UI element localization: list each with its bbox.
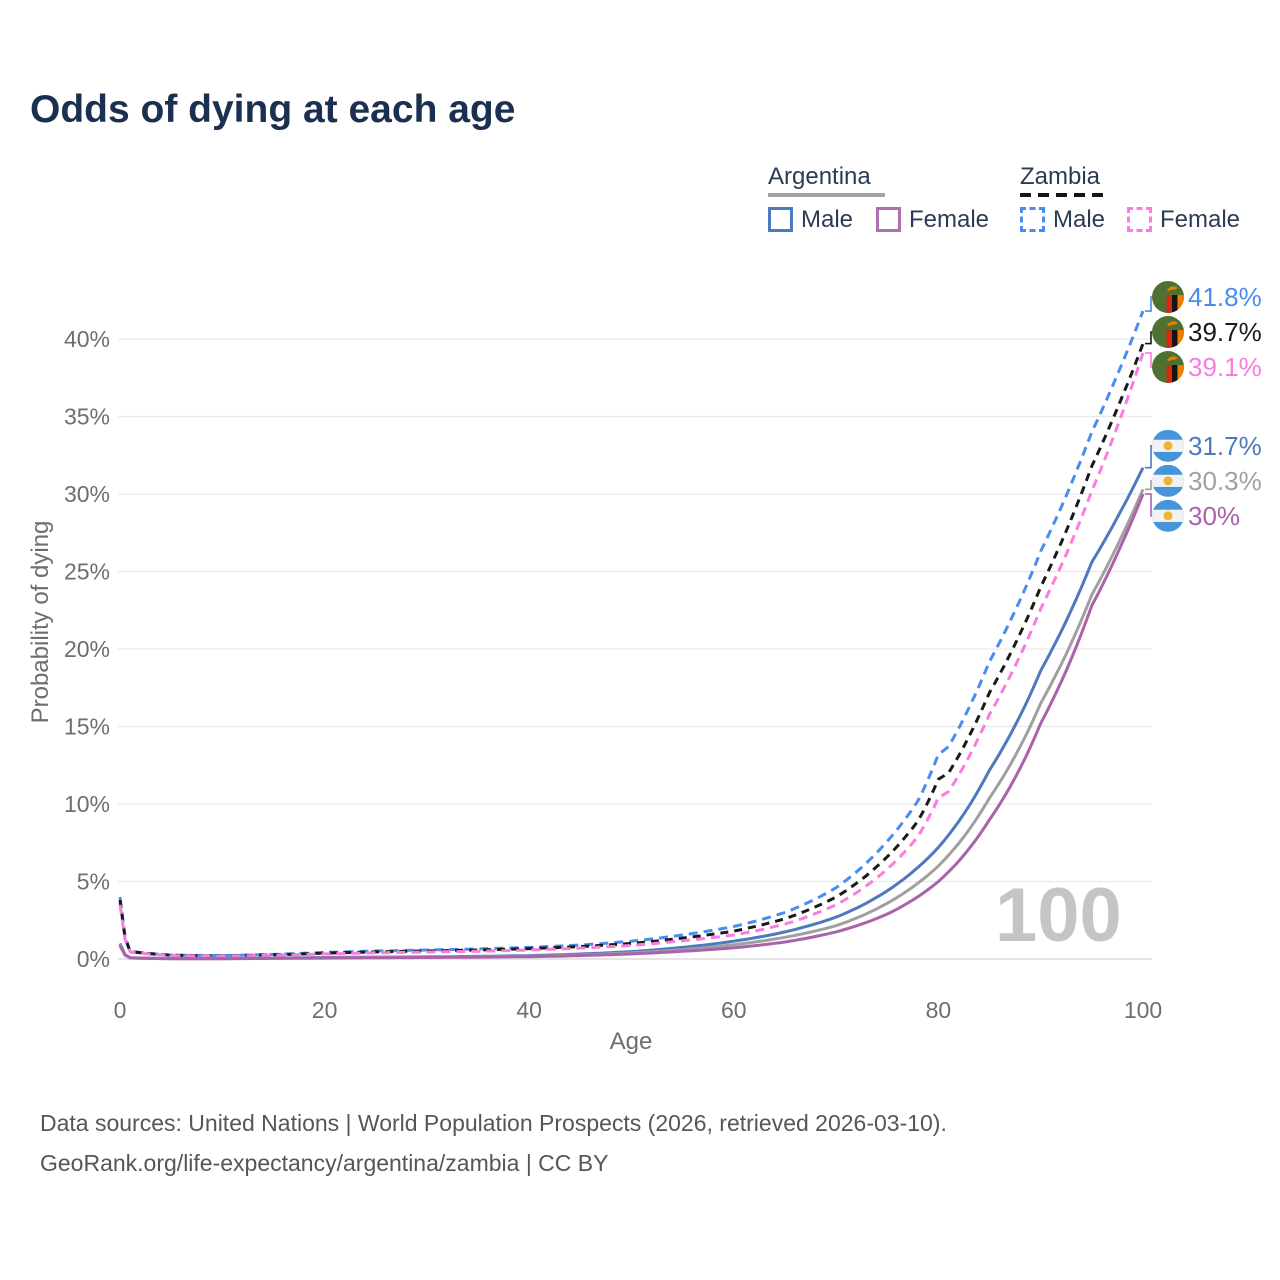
x-tick-label: 100 — [1124, 997, 1162, 1023]
y-tick-label: 40% — [64, 326, 110, 352]
y-tick-label: 10% — [64, 791, 110, 817]
x-tick-label: 20 — [312, 997, 338, 1023]
end-value-label-zambia-female: 39.1% — [1188, 352, 1262, 382]
legend-label-zambia-male[interactable]: Male — [1053, 206, 1106, 233]
y-tick-label: 30% — [64, 481, 110, 507]
end-value-label-argentina-male: 31.7% — [1188, 431, 1262, 461]
end-label-row-argentina-male: 31.7% — [1152, 429, 1262, 462]
age-watermark: 100 — [995, 873, 1122, 958]
legend-label-argentina-male[interactable]: Male — [801, 206, 854, 233]
end-label-row-zambia-total: 39.7% — [1152, 316, 1262, 349]
y-axis-title: Probability of dying — [27, 521, 54, 724]
y-tick-label: 5% — [77, 869, 110, 895]
footer-data-sources: Data sources: United Nations | World Pop… — [40, 1110, 947, 1136]
end-value-label-argentina-female: 30% — [1188, 501, 1240, 531]
legend-swatch-zambia-male[interactable] — [1020, 207, 1045, 232]
series-line-zambia-male[interactable] — [118, 310, 1145, 958]
y-tick-label: 35% — [64, 404, 110, 430]
end-label-row-argentina-female: 30% — [1152, 499, 1240, 532]
end-value-label-zambia-total: 39.7% — [1188, 317, 1262, 347]
flag-icon-argentina — [1152, 429, 1184, 462]
legend-swatch-argentina-female[interactable] — [876, 207, 901, 232]
y-tick-label: 20% — [64, 636, 110, 662]
series-line-argentina-total[interactable] — [118, 488, 1145, 961]
legend-swatch-argentina-male[interactable] — [768, 207, 793, 232]
legend-swatch-zambia-female[interactable] — [1127, 207, 1152, 232]
end-value-label-argentina-total: 30.3% — [1188, 466, 1262, 496]
y-tick-label: 25% — [64, 559, 110, 585]
flag-icon-zambia — [1152, 281, 1184, 314]
x-axis-title: Age — [610, 1028, 653, 1055]
series-line-argentina-female[interactable] — [118, 493, 1145, 961]
y-tick-label: 15% — [64, 714, 110, 740]
page-title: Odds of dying at each age — [30, 88, 516, 131]
legend-title-argentina[interactable]: Argentina — [768, 163, 871, 190]
legend-label-zambia-female[interactable]: Female — [1160, 206, 1241, 233]
y-tick-label: 0% — [77, 946, 110, 972]
series-line-zambia-total[interactable] — [118, 343, 1145, 958]
x-tick-label: 60 — [721, 997, 747, 1023]
end-label-row-zambia-male: 41.8% — [1152, 281, 1262, 314]
x-tick-label: 0 — [114, 997, 127, 1023]
flag-icon-argentina — [1152, 499, 1184, 532]
legend-linestyle-argentina — [768, 193, 885, 197]
x-tick-label: 80 — [926, 997, 952, 1023]
flag-icon-zambia — [1152, 351, 1184, 384]
footer-attribution: GeoRank.org/life-expectancy/argentina/za… — [40, 1150, 609, 1176]
legend-linestyle-zambia — [1020, 193, 1108, 197]
end-value-label-zambia-male: 41.8% — [1188, 282, 1262, 312]
end-label-row-zambia-female: 39.1% — [1152, 351, 1262, 384]
legend-title-zambia[interactable]: Zambia — [1020, 163, 1101, 190]
legend-label-argentina-female[interactable]: Female — [909, 206, 990, 233]
x-tick-label: 40 — [516, 997, 542, 1023]
flag-icon-argentina — [1152, 464, 1184, 497]
end-label-row-argentina-total: 30.3% — [1152, 464, 1262, 497]
series-line-zambia-female[interactable] — [118, 352, 1145, 958]
flag-icon-zambia — [1152, 316, 1184, 349]
